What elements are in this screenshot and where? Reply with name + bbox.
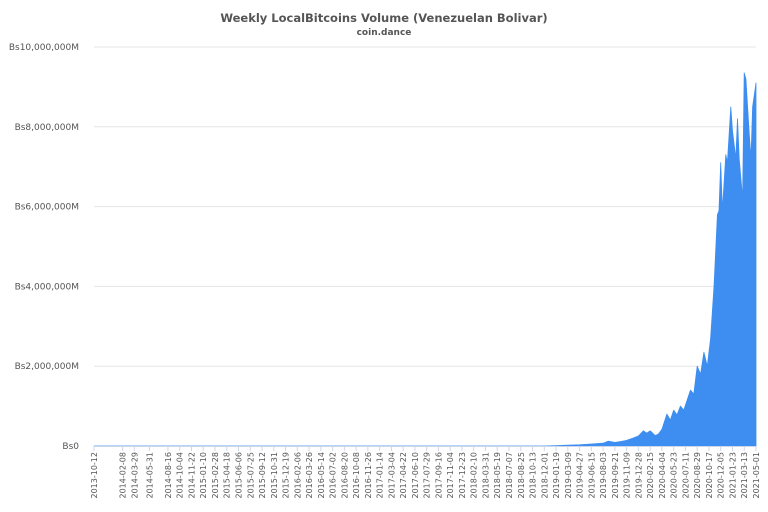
x-tick-label: 2013-10-12 xyxy=(90,452,99,499)
x-tick-label: 2014-02-08 xyxy=(119,452,128,499)
volume-area xyxy=(93,72,757,447)
chart-title: Weekly LocalBitcoins Volume (Venezuelan … xyxy=(220,11,548,25)
x-tick-label: 2014-11-22 xyxy=(187,452,196,499)
x-tick-label: 2015-07-25 xyxy=(246,452,255,499)
x-tick-label: 2015-10-31 xyxy=(270,452,279,499)
x-tick-label: 2019-04-27 xyxy=(576,452,585,499)
x-tick-label: 2019-12-28 xyxy=(634,452,643,499)
x-tick-label: 2017-03-04 xyxy=(387,452,396,499)
x-tick-label: 2014-05-31 xyxy=(145,452,154,499)
y-tick-label: Bs0 xyxy=(62,442,79,452)
x-tick-label: 2017-04-22 xyxy=(399,452,408,499)
x-tick-label: 2019-09-21 xyxy=(611,452,620,499)
x-tick-label: 2021-05-01 xyxy=(752,452,761,499)
x-tick-label: 2020-08-29 xyxy=(693,452,702,499)
x-tick-label: 2016-10-08 xyxy=(352,452,361,499)
x-tick-label: 2015-09-12 xyxy=(258,452,267,499)
x-tick-label: 2016-02-06 xyxy=(293,452,302,499)
x-tick-label: 2015-06-06 xyxy=(234,452,243,499)
x-tick-label: 2017-11-04 xyxy=(446,452,455,499)
gridlines xyxy=(94,46,756,367)
x-tick-label: 2020-07-11 xyxy=(681,452,690,499)
x-tick-label: 2019-06-15 xyxy=(587,452,596,499)
x-tick-label: 2018-03-31 xyxy=(481,452,490,499)
x-tick-label: 2020-02-15 xyxy=(646,452,655,499)
y-tick-label: Bs10,000,000M xyxy=(9,43,79,53)
x-tick-label: 2014-03-29 xyxy=(130,452,139,499)
x-tick-label: 2016-03-26 xyxy=(305,452,314,499)
x-tick-label: 2016-07-02 xyxy=(329,452,338,499)
y-axis-ticks: Bs0 Bs2,000,000M Bs4,000,000M Bs6,000,000M B… xyxy=(9,43,79,452)
x-tick-label: 2018-12-01 xyxy=(540,452,549,499)
x-tick-label: 2019-01-19 xyxy=(552,452,561,499)
x-tick-label: 2014-08-16 xyxy=(164,452,173,499)
x-tick-label: 2018-02-10 xyxy=(470,452,479,499)
x-tick-label: 2015-12-19 xyxy=(282,452,291,499)
x-axis-ticks: 2013-10-12 2014-02-08 2014-03-29 2014-05-31… xyxy=(90,446,761,499)
x-tick-label: 2020-05-23 xyxy=(670,452,679,499)
x-tick-label: 2020-10-17 xyxy=(705,452,714,499)
x-tick-label: 2017-07-29 xyxy=(423,452,432,499)
x-tick-label: 2019-03-09 xyxy=(564,452,573,499)
x-tick-label: 2016-05-14 xyxy=(317,452,326,499)
x-tick-label: 2014-10-04 xyxy=(176,452,185,499)
x-tick-label: 2020-12-05 xyxy=(717,452,726,499)
y-tick-label: Bs4,000,000M xyxy=(15,282,79,292)
plot-area xyxy=(93,72,757,447)
x-tick-label: 2015-01-10 xyxy=(199,452,208,499)
x-tick-label: 2017-09-16 xyxy=(434,452,443,499)
x-tick-label: 2017-01-14 xyxy=(376,452,385,499)
y-tick-label: Bs6,000,000M xyxy=(15,203,79,213)
x-tick-label: 2016-11-26 xyxy=(364,452,373,499)
x-tick-label: 2018-07-07 xyxy=(505,452,514,499)
x-tick-label: 2017-12-23 xyxy=(458,452,467,499)
y-tick-label: Bs2,000,000M xyxy=(15,362,79,372)
x-tick-label: 2019-11-09 xyxy=(623,452,632,499)
x-tick-label: 2015-04-18 xyxy=(223,452,232,499)
x-tick-label: 2018-08-25 xyxy=(517,452,526,499)
x-tick-label: 2016-08-20 xyxy=(340,452,349,499)
chart-subtitle: coin.dance xyxy=(356,28,412,38)
x-tick-label: 2017-06-10 xyxy=(411,452,420,499)
x-tick-label: 2015-02-28 xyxy=(211,452,220,499)
y-tick-label: Bs8,000,000M xyxy=(15,123,79,133)
x-tick-label: 2019-08-03 xyxy=(599,452,608,499)
x-tick-label: 2021-01-23 xyxy=(728,452,737,499)
x-tick-label: 2021-03-13 xyxy=(740,452,749,499)
x-tick-label: 2018-05-19 xyxy=(493,452,502,499)
x-tick-label: 2020-04-04 xyxy=(658,452,667,499)
x-tick-label: 2018-10-13 xyxy=(529,452,538,499)
